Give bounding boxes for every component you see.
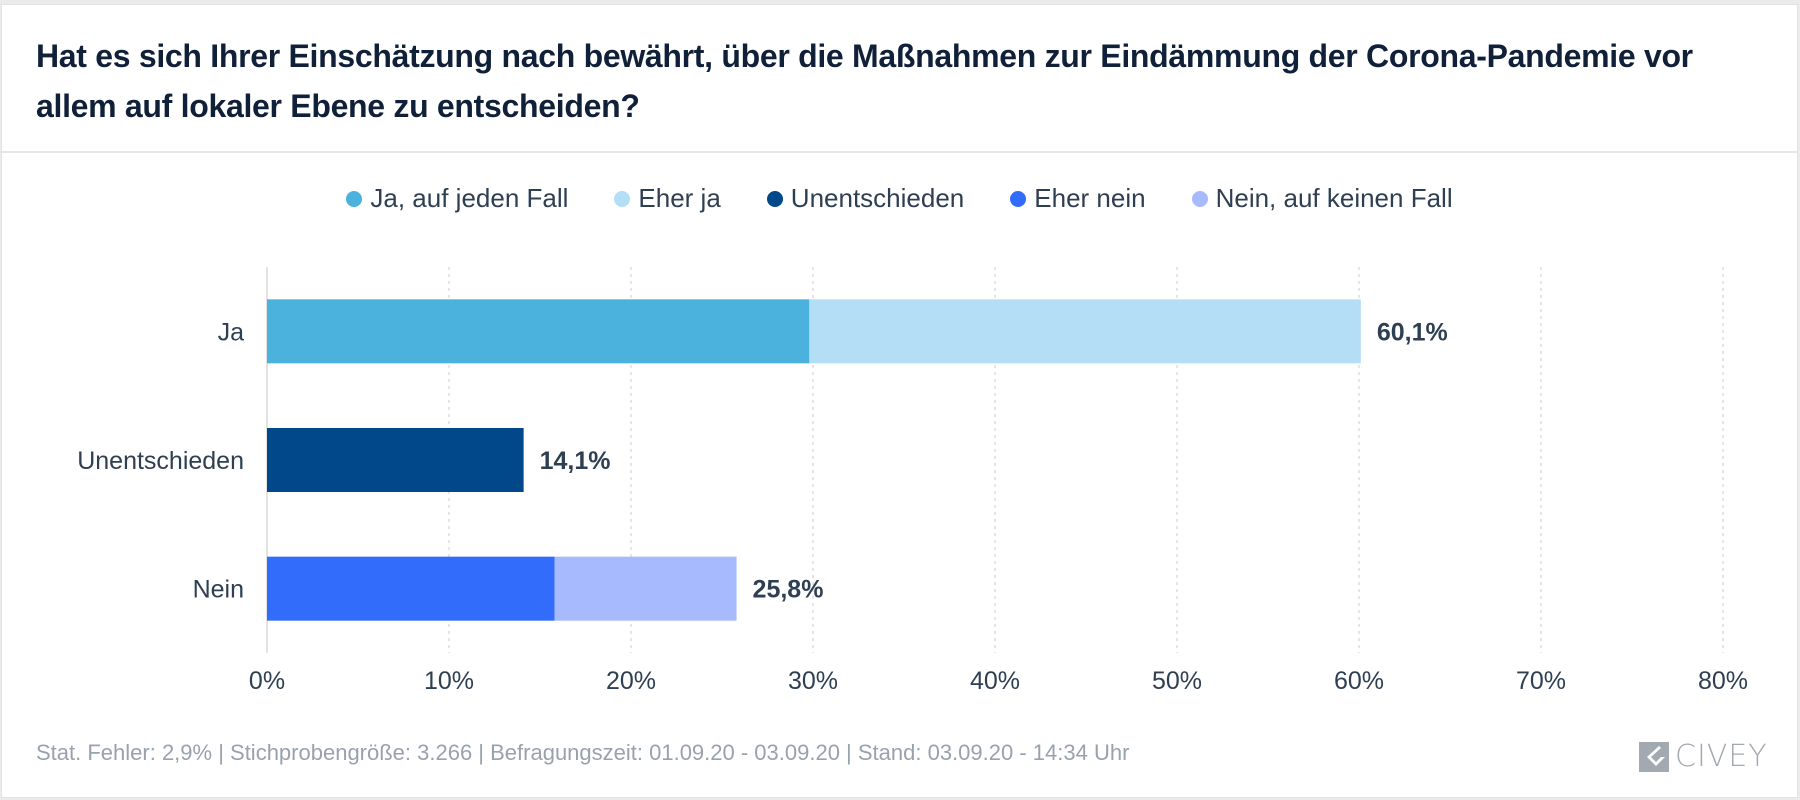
category-label: Nein (193, 576, 244, 604)
bar-segment[interactable] (267, 556, 555, 621)
chart-title: Hat es sich Ihrer Einschätzung nach bewä… (36, 38, 1693, 124)
bar-chart: 0% 10% 20% 30% 40% 50% 60% 70% 80% Ja 60,1% Unentsc… (77, 267, 1748, 695)
legend-dot-icon (766, 190, 783, 207)
legend-item[interactable]: Ja, auf jeden Fall (346, 183, 568, 214)
bar-segment[interactable] (267, 299, 810, 364)
category-label: Unentschieden (77, 447, 244, 475)
x-tick-label: 70% (1516, 667, 1566, 695)
legend-item[interactable]: Eher ja (614, 183, 721, 214)
legend-dot-icon (1191, 190, 1208, 207)
x-tick-label: 80% (1698, 667, 1748, 695)
x-tick-label: 0% (249, 667, 285, 695)
legend-dot-icon (1010, 190, 1027, 207)
civey-logo-icon (1639, 741, 1669, 772)
bar-segment[interactable] (809, 299, 1361, 364)
x-tick-label: 30% (788, 667, 838, 695)
category-label: Ja (218, 318, 245, 346)
x-tick-label: 20% (606, 667, 656, 695)
legend-item[interactable]: Nein, auf keinen Fall (1191, 183, 1453, 214)
legend-label: Unentschieden (790, 183, 965, 213)
legend: Ja, auf jeden Fall Eher ja Unentschieden Eh… (2, 183, 1797, 214)
chart-card: Hat es sich Ihrer Einschätzung nach bewä… (1, 4, 1798, 798)
legend-dot-icon (346, 190, 363, 207)
legend-label: Eher ja (638, 183, 721, 213)
legend-label: Eher nein (1034, 183, 1146, 213)
legend-label: Nein, auf keinen Fall (1215, 183, 1453, 213)
x-tick-label: 40% (970, 667, 1020, 695)
legend-item[interactable]: Unentschieden (766, 183, 965, 214)
bar-segment[interactable] (554, 556, 737, 621)
legend-label: Ja, auf jeden Fall (370, 183, 569, 213)
x-tick-label: 50% (1152, 667, 1202, 695)
logo-text: CIVEY (1675, 739, 1768, 774)
x-tick-label: 60% (1334, 667, 1384, 695)
civey-logo: CIVEY (1639, 739, 1768, 774)
legend-item[interactable]: Eher nein (1010, 183, 1146, 214)
total-data-label: 60,1% (1377, 318, 1448, 346)
bar-segment[interactable] (267, 428, 524, 492)
total-data-label: 14,1% (540, 447, 611, 475)
total-data-label: 25,8% (753, 576, 824, 604)
footer-meta: Stat. Fehler: 2,9% | Stichprobengröße: 3… (36, 740, 1130, 765)
x-tick-label: 10% (424, 667, 474, 695)
legend-dot-icon (614, 190, 631, 207)
chart-header: Hat es sich Ihrer Einschätzung nach bewä… (2, 5, 1797, 153)
